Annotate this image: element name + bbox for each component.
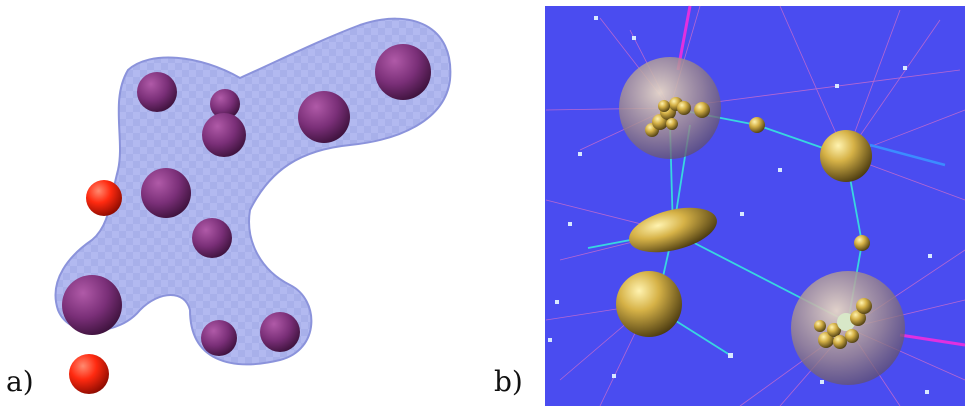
purple-sphere: [137, 72, 177, 112]
panel-b-illustration: [545, 5, 966, 407]
purple-sphere: [260, 312, 300, 352]
purple-sphere: [375, 44, 431, 100]
red-sphere: [69, 354, 109, 394]
panel-a-illustration: [54, 17, 452, 394]
purple-sphere-group: [62, 44, 431, 356]
purple-sphere: [192, 218, 232, 258]
purple-sphere: [141, 168, 191, 218]
gold-cluster: [645, 97, 710, 137]
gold-sphere: [820, 130, 872, 182]
gold-ellipsoid: [629, 207, 717, 253]
purple-sphere: [62, 275, 122, 335]
panel-b-label: b): [494, 365, 523, 398]
gold-sphere: [749, 117, 765, 133]
small-nodes: [548, 16, 932, 394]
magenta-edge: [899, 333, 966, 347]
blue-edge: [869, 143, 946, 167]
purple-sphere: [201, 320, 237, 356]
purple-sphere: [202, 113, 246, 157]
gold-sphere: [854, 235, 870, 251]
red-sphere: [86, 180, 122, 216]
purple-sphere: [298, 91, 350, 143]
purple-sphere: [210, 89, 240, 119]
panel-a-label: a): [6, 365, 34, 398]
gold-sphere: [616, 271, 682, 337]
gold-cluster: [814, 298, 872, 349]
